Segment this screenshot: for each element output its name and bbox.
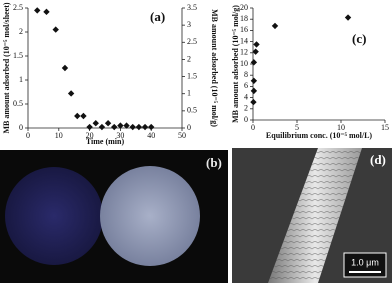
y-tick-label: 2.5 xyxy=(13,3,23,12)
y-tick-label: 0.5 xyxy=(13,99,23,108)
point xyxy=(344,14,352,21)
y-tick-label: 1.5 xyxy=(13,51,23,60)
panel-label: (c) xyxy=(352,31,366,46)
point xyxy=(80,112,87,120)
y2-tick-label: 2 xyxy=(187,54,191,63)
y-tick-label: 0 xyxy=(244,115,248,124)
x-tick-label: 10 xyxy=(337,123,345,132)
point xyxy=(104,120,112,127)
panel-label: (b) xyxy=(206,155,222,170)
y-tick-label: 2 xyxy=(19,27,23,36)
x-tick-label: 20 xyxy=(86,131,94,140)
y-tick-label: 8 xyxy=(244,70,248,79)
y-tick-label: 20 xyxy=(240,3,248,12)
point xyxy=(250,98,257,106)
y-tick-label: 1 xyxy=(19,75,23,84)
y-tick-label: 0 xyxy=(19,123,23,132)
point xyxy=(111,123,118,131)
y2-tick-label: 2.5 xyxy=(187,37,197,46)
fiber-texture xyxy=(268,148,362,283)
x-axis-title: Time (min) xyxy=(86,137,125,146)
point xyxy=(61,64,69,72)
y-tick-label: 10 xyxy=(240,59,248,68)
panel-label: (d) xyxy=(370,152,386,167)
point xyxy=(135,123,143,131)
point xyxy=(148,123,155,131)
y2-tick-label: 3 xyxy=(187,20,191,29)
x-tick-label: 0 xyxy=(251,123,255,132)
point xyxy=(250,87,258,95)
y-tick-label: 12 xyxy=(240,48,248,57)
y-tick-label: 2 xyxy=(244,104,248,113)
point xyxy=(129,123,136,131)
panel-label: (a) xyxy=(150,9,165,24)
point xyxy=(271,22,279,30)
y2-axis-title: MB amount adsorbed (10⁻⁵ mol/g) xyxy=(210,9,219,127)
x-tick-label: 50 xyxy=(178,131,186,140)
y-axis-title: MB amount adsorbed (10⁻⁵ mol/sheet) xyxy=(2,2,11,133)
disc-dark xyxy=(5,167,103,265)
x-axis-title: Equilibrium conc. (10⁻⁵ mol/L) xyxy=(266,131,373,140)
y2-tick-label: 1.5 xyxy=(187,71,197,80)
point xyxy=(250,59,258,66)
point xyxy=(74,112,81,120)
point xyxy=(92,120,99,127)
y2-tick-label: 1 xyxy=(187,89,191,98)
point xyxy=(43,8,50,16)
y2-tick-label: 3.5 xyxy=(187,3,197,12)
disc-light xyxy=(100,166,200,266)
x-tick-label: 30 xyxy=(116,131,124,140)
x-tick-label: 40 xyxy=(147,131,155,140)
point xyxy=(98,123,106,131)
point xyxy=(52,26,59,33)
x-tick-label: 5 xyxy=(295,123,299,132)
scale-label: 1.0 μm xyxy=(351,257,379,267)
y-axis-title: MB amount adsorbed (10⁻⁵ mol/g) xyxy=(231,5,240,123)
point xyxy=(141,123,149,131)
y-tick-label: 6 xyxy=(244,81,248,90)
point xyxy=(250,77,258,84)
point xyxy=(123,122,130,129)
x-tick-label: 10 xyxy=(55,131,63,140)
point xyxy=(34,7,41,14)
x-tick-label: 0 xyxy=(26,131,30,140)
y2-tick-label: 0 xyxy=(187,123,191,132)
y-tick-label: 16 xyxy=(240,25,248,34)
point xyxy=(252,48,259,55)
y-tick-label: 18 xyxy=(240,14,248,23)
point xyxy=(67,90,75,97)
point xyxy=(253,41,260,48)
y-tick-label: 14 xyxy=(240,36,248,45)
point xyxy=(117,122,124,129)
y2-tick-label: 0.5 xyxy=(187,106,197,115)
y-tick-label: 4 xyxy=(244,92,248,101)
point xyxy=(86,123,93,131)
x-tick-label: 15 xyxy=(381,123,389,132)
